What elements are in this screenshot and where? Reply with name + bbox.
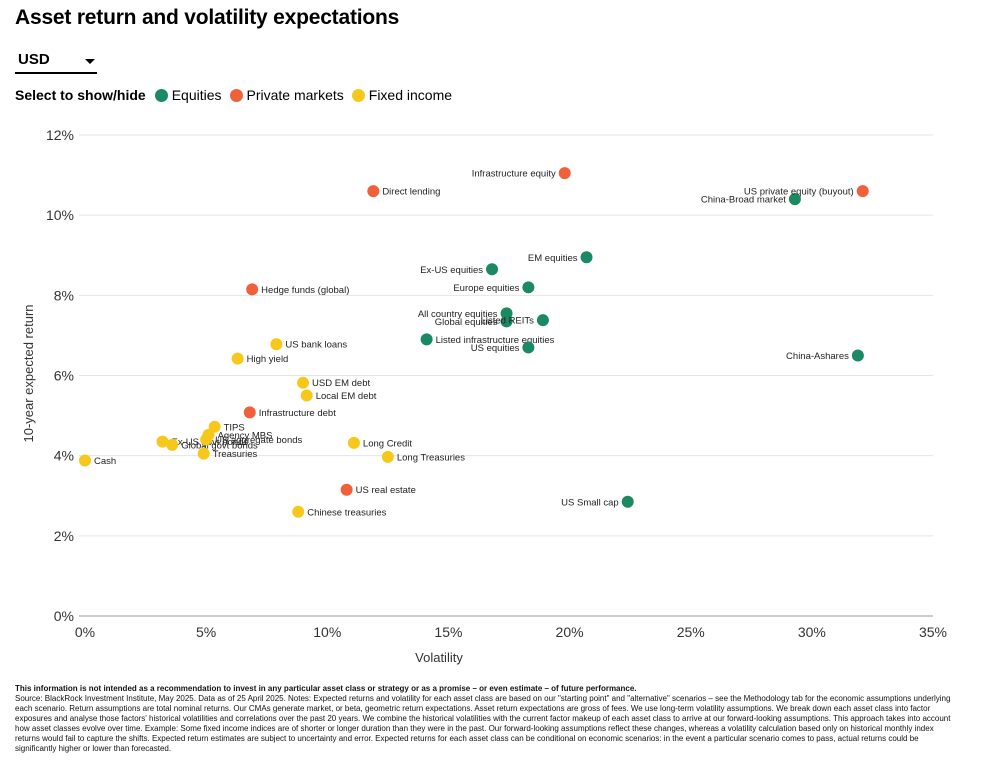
y-tick-label: 12% <box>46 127 74 143</box>
scatter-chart: 0% 2% 4% 6% 8% 10% 12% 0% 5% 10% 15% 20% 25% 30% 35% Vo… <box>21 127 947 665</box>
data-label: Long Treasuries <box>397 452 465 463</box>
data-point <box>788 193 801 206</box>
data-label: China-Ashares <box>786 351 849 362</box>
y-tick-label: 10% <box>46 207 74 223</box>
data-point <box>300 389 313 402</box>
data-label: Global equities <box>435 317 498 328</box>
disclaimer-text: This information is not intended as a re… <box>15 684 637 693</box>
data-point <box>856 185 869 198</box>
data-point <box>166 438 179 451</box>
data-point <box>536 314 549 327</box>
data-label: USD EM debt <box>312 378 370 389</box>
currency-dropdown[interactable]: USD <box>15 46 97 74</box>
data-label: Infrastructure debt <box>259 408 336 419</box>
y-tick-label: 0% <box>54 608 74 624</box>
data-label: Direct lending <box>382 187 440 198</box>
data-label: US real estate <box>356 485 416 496</box>
footnotes: This information is not intended as a re… <box>15 684 955 754</box>
x-tick-label: 5% <box>196 624 216 640</box>
data-point <box>270 338 283 351</box>
data-point <box>367 185 380 198</box>
data-point <box>197 447 210 460</box>
data-label: EM equities <box>528 253 578 264</box>
data-point <box>231 352 244 365</box>
x-tick-label: 30% <box>798 624 826 640</box>
x-tick-label: 25% <box>677 624 705 640</box>
currency-value: USD <box>18 51 50 68</box>
data-point <box>522 341 535 354</box>
data-point <box>500 315 513 328</box>
data-label: Listed REITs <box>481 316 535 327</box>
legend-item-equities[interactable]: Equities <box>154 87 222 103</box>
x-axis-title: Volatility <box>415 650 463 665</box>
data-point <box>297 376 310 389</box>
legend-item-private-markets[interactable]: Private markets <box>229 87 344 103</box>
y-tick-label: 4% <box>54 448 74 464</box>
legend-item-label: Equities <box>171 87 222 103</box>
legend-item-fixed-income[interactable]: Fixed income <box>351 87 453 103</box>
data-point <box>486 263 499 276</box>
data-label: Treasuries <box>213 449 258 460</box>
data-label: All country equities <box>418 309 498 320</box>
x-tick-label: 35% <box>919 624 947 640</box>
page-title: Asset return and volatility expectations <box>15 6 400 29</box>
x-tick-label: 20% <box>556 624 584 640</box>
data-point <box>420 333 433 346</box>
data-label: Cash <box>94 456 116 467</box>
y-tick-label: 2% <box>54 528 74 544</box>
legend-item-label: Private markets <box>246 87 344 103</box>
data-label: US aggregate bonds <box>215 435 302 446</box>
data-point <box>381 450 394 463</box>
data-point <box>79 454 91 467</box>
data-point <box>558 167 571 180</box>
data-label: Infrastructure equity <box>472 169 556 180</box>
legend: Select to show/hide Equities Private mar… <box>15 86 460 104</box>
data-point <box>243 406 256 419</box>
data-label: TIPS <box>224 422 245 433</box>
data-point <box>200 433 213 446</box>
data-point <box>851 349 864 362</box>
legend-dot-icon <box>351 88 365 102</box>
x-tick-label: 15% <box>434 624 462 640</box>
data-label: Long Credit <box>363 438 412 449</box>
legend-dot-icon <box>154 88 168 102</box>
data-point <box>340 483 353 496</box>
data-label: US private equity (buyout) <box>744 187 854 198</box>
data-point <box>347 436 360 449</box>
data-label: Ex-US equities <box>420 265 483 276</box>
legend-label: Select to show/hide <box>15 87 146 103</box>
data-label: Europe equities <box>453 283 519 294</box>
x-tick-label: 0% <box>75 624 95 640</box>
data-label: Local EM debt <box>316 391 377 402</box>
data-label: US bank loans <box>285 340 347 351</box>
data-label: US equities <box>471 343 520 354</box>
data-point <box>522 281 535 294</box>
source-text: Source: BlackRock Investment Institute, … <box>15 694 951 753</box>
data-label: High yield <box>247 354 289 365</box>
data-point <box>156 435 169 448</box>
y-tick-label: 6% <box>54 368 74 384</box>
data-label: Global govt bonds <box>181 440 258 451</box>
data-point <box>246 283 259 296</box>
legend-dot-icon <box>229 88 243 102</box>
data-label: US Small cap <box>561 497 619 508</box>
data-label: Chinese treasuries <box>307 507 386 518</box>
x-tick-label: 10% <box>313 624 341 640</box>
data-point <box>580 251 593 264</box>
chevron-down-icon <box>85 59 95 64</box>
data-point <box>292 505 305 518</box>
y-axis-title: 10-year expected return <box>21 304 36 442</box>
data-point <box>621 495 634 508</box>
data-label: China-Broad market <box>701 195 786 206</box>
data-label: Hedge funds (global) <box>261 285 349 296</box>
data-label: Listed infrastructure equities <box>436 335 555 346</box>
data-label: Agency MBS <box>218 430 273 441</box>
y-tick-label: 8% <box>54 287 74 303</box>
legend-item-label: Fixed income <box>368 87 453 103</box>
